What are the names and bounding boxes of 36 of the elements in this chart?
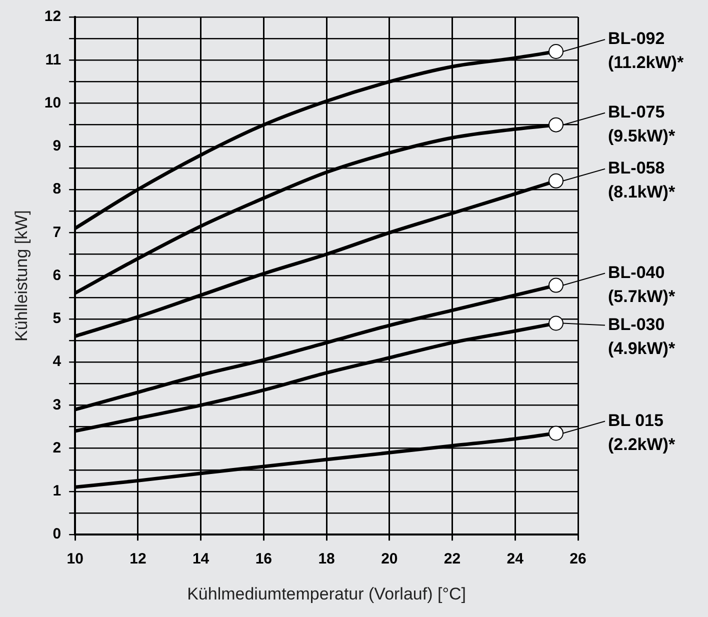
legend-label: BL-040 — [608, 262, 665, 282]
y-tick-label: 6 — [52, 266, 62, 284]
y-tick-label: 1 — [52, 482, 62, 500]
legend-label: BL-092 — [608, 29, 665, 48]
x-tick-label: 10 — [66, 550, 84, 568]
text: (8.1kW)* — [608, 182, 676, 202]
text: (2.2kW)* — [608, 434, 676, 454]
x-tick-label: 18 — [318, 550, 335, 568]
y-tick-label: 2 — [52, 439, 62, 456]
legend-label: BL-030 — [608, 314, 665, 334]
x-tick-label: 14 — [192, 550, 210, 568]
x-tick-label: 16 — [255, 550, 272, 568]
x-tick-label: 22 — [444, 550, 461, 568]
text: (4.9kW)* — [608, 338, 676, 358]
legend-label: BL 015 — [608, 410, 664, 430]
y-tick-label: 0 — [52, 526, 62, 543]
legend-label: BL-058 — [608, 158, 665, 178]
x-tick-label: 12 — [130, 550, 146, 568]
y-tick-label: 9 — [52, 138, 62, 155]
y-tick-label: 12 — [44, 8, 62, 26]
x-axis-title: Kühlmediumtemperatur (Vorlauf) [°C] — [187, 584, 466, 604]
text: (9.5kW)* — [608, 126, 676, 146]
x-tick-label: 24 — [506, 550, 524, 568]
y-tick-label: 5 — [52, 310, 62, 328]
x-tick-label: 26 — [570, 550, 586, 568]
y-tick-label: 8 — [52, 180, 62, 198]
y-tick-label: 10 — [44, 94, 62, 112]
legend-label: BL-075 — [608, 102, 665, 122]
y-axis-title: Kühlleistung [kW] — [12, 210, 31, 342]
text: (5.7kW)* — [608, 286, 676, 306]
text: (11.2kW)* — [608, 53, 684, 72]
y-tick-label: 7 — [52, 224, 62, 241]
y-tick-label: 3 — [52, 396, 62, 414]
y-tick-label: 11 — [45, 51, 62, 68]
y-tick-label: 4 — [52, 353, 62, 370]
x-tick-label: 20 — [381, 550, 398, 568]
